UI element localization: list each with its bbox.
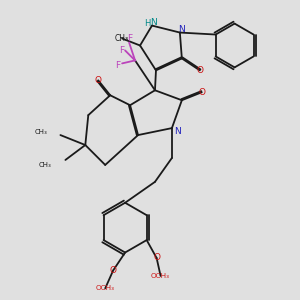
Text: O: O [110, 266, 117, 275]
Text: OCH₃: OCH₃ [96, 285, 115, 291]
Text: CH₃: CH₃ [115, 34, 129, 43]
Text: N: N [175, 127, 181, 136]
Text: N: N [151, 18, 158, 27]
Text: CH₃: CH₃ [39, 162, 52, 168]
Text: F: F [128, 34, 133, 43]
Text: CH₃: CH₃ [34, 129, 47, 135]
Text: O: O [153, 254, 160, 262]
Text: F: F [116, 61, 121, 70]
Text: O: O [198, 88, 205, 97]
Text: O: O [95, 76, 102, 85]
Text: H: H [144, 19, 150, 28]
Text: N: N [178, 25, 185, 34]
Text: O: O [196, 66, 203, 75]
Text: OCH₃: OCH₃ [151, 273, 170, 279]
Text: F: F [120, 46, 125, 55]
